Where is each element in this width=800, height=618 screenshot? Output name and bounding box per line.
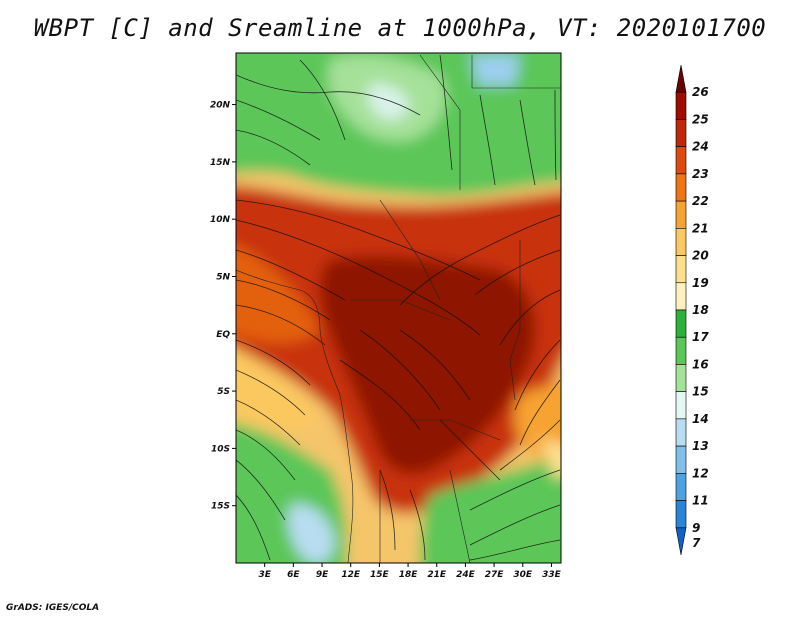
field-cool-patch	[367, 83, 410, 121]
colorbar-swatch	[675, 64, 687, 93]
colorbar-label: 20	[692, 249, 709, 263]
country-borders	[236, 54, 561, 563]
x-tick-label: 18E	[399, 570, 419, 580]
colorbar-swatch	[675, 473, 687, 501]
field-ne-blue	[470, 55, 520, 85]
colorbar-swatch	[675, 527, 687, 556]
y-tick-label: 15N	[210, 158, 231, 168]
colorbar-label: 13	[692, 439, 709, 453]
colorbar-label: 18	[692, 303, 709, 317]
colorbar-swatch	[675, 200, 687, 229]
field-west-orange	[236, 245, 320, 344]
plot-frame	[235, 52, 562, 564]
colorbar-swatch	[675, 445, 687, 474]
y-tick-label: EQ	[216, 330, 230, 340]
colorbar-swatch	[675, 119, 687, 147]
colorbar-swatch	[675, 364, 687, 392]
x-tick-label: 15E	[370, 570, 390, 580]
colorbar-label: 19	[692, 276, 709, 290]
colorbar-label: 14	[692, 412, 709, 426]
colorbar-swatch	[675, 228, 687, 256]
colorbar-swatch	[675, 91, 687, 120]
x-tick-label: 3E	[258, 570, 271, 580]
y-tick-label: 5N	[216, 272, 230, 282]
y-tick-label: 15S	[211, 502, 230, 512]
colorbar-swatch	[675, 418, 687, 447]
colorbar-swatch	[675, 391, 687, 420]
x-tick-label: 33E	[542, 570, 562, 580]
colorbar-label: 12	[692, 466, 709, 480]
x-axis: 3E 6E 9E 12E 15E 18E 21E 24E 27E 30E 33E	[258, 563, 562, 580]
colorbar-label: 25	[692, 112, 709, 126]
colorbar-label: 7	[692, 536, 701, 550]
x-tick-label: 9E	[316, 570, 329, 580]
streamlines	[236, 54, 561, 561]
field-sw-blue	[288, 504, 335, 563]
colorbar-label: 26	[692, 85, 709, 99]
colorbar-swatch	[675, 336, 687, 365]
colorbar-label: 23	[692, 167, 709, 181]
colorbar-swatch	[675, 255, 687, 284]
x-tick-label: 24E	[456, 570, 476, 580]
field-east-yellow	[540, 440, 561, 480]
colorbar-label: 21	[692, 221, 709, 235]
colorbar-label: 17	[692, 330, 709, 344]
y-tick-label: 5S	[217, 387, 230, 397]
field-hot-core	[320, 255, 536, 474]
y-tick-label: 20N	[210, 101, 231, 111]
credit-label: GrADS: IGES/COLA	[6, 603, 100, 613]
colorbar-label: 9	[692, 521, 700, 535]
x-tick-label: 30E	[513, 570, 533, 580]
colorbar-swatch	[675, 173, 687, 202]
colorbar-label: 16	[692, 357, 709, 371]
colorbar: 26 25 24 23 22 21 20 19 18 17 16 15 14 13 12 11 97	[675, 64, 709, 556]
x-tick-label: 12E	[341, 570, 361, 580]
colorbar-label: 15	[692, 385, 709, 399]
field-se-green	[420, 456, 561, 563]
colorbar-label: 11	[692, 494, 709, 508]
x-tick-label: 21E	[427, 570, 447, 580]
x-tick-label: 27E	[485, 570, 505, 580]
colorbar-swatch	[675, 282, 687, 311]
y-tick-label: 10S	[211, 444, 230, 454]
heatmap-field	[236, 53, 561, 563]
colorbar-swatch	[675, 309, 687, 338]
y-axis: 20N 15N 10N 5N EQ 5S 10S 15S	[210, 101, 236, 512]
x-tick-label: 6E	[287, 570, 300, 580]
chart-title: WBPT [C] and Sreamline at 1000hPa, VT: 2…	[33, 14, 767, 42]
colorbar-swatch	[675, 146, 687, 175]
colorbar-label: 22	[692, 194, 709, 208]
colorbar-label: 24	[692, 140, 709, 154]
colorbar-swatch	[675, 500, 687, 529]
y-tick-label: 10N	[210, 215, 231, 225]
